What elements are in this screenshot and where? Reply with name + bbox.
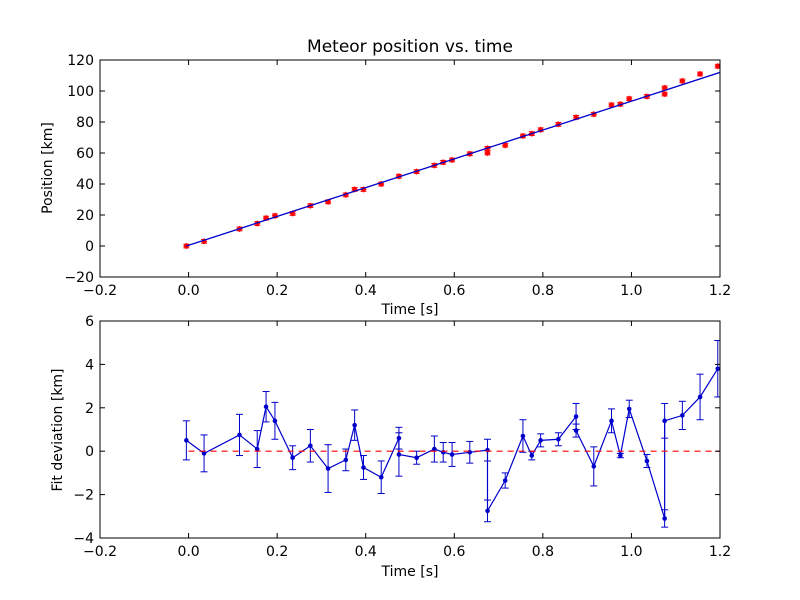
deviation-data-point	[272, 418, 278, 424]
deviation-data-point	[343, 457, 349, 463]
deviation-chart: −0.2 0.0 0.2 0.4 0.6 0.8 1.0 1.2 −4 −2 0 2 4 6 Time […	[50, 314, 731, 580]
position-data-point	[661, 90, 668, 98]
deviation-ticks: −0.2 0.0 0.2 0.4 0.6 0.8 1.0 1.2 −4 −2 0 2 4 6	[73, 314, 731, 560]
position-y-tick-label: −20	[64, 270, 94, 286]
deviation-data-point	[520, 433, 526, 439]
deviation-data-point	[201, 451, 207, 456]
deviation-x-tick-label: 0.2	[266, 544, 288, 560]
position-x-tick-label: 0.4	[355, 283, 377, 299]
position-y-tick-label: 40	[76, 177, 94, 193]
deviation-data-layer	[182, 340, 720, 528]
deviation-data-point	[618, 453, 623, 458]
deviation-data-point	[361, 465, 366, 470]
position-x-tick-label: 0.8	[532, 283, 554, 299]
position-clipped-layer	[183, 62, 720, 250]
position-y-tick-label: 80	[76, 115, 94, 131]
position-ticks: −0.2 0.0 0.2 0.4 0.6 0.8 1.0 1.2 −20 0 20 40 60 80 100…	[64, 53, 731, 299]
position-x-tick-label: 1.0	[620, 283, 642, 299]
deviation-data-point	[502, 478, 508, 483]
deviation-data-point	[680, 413, 685, 418]
deviation-data-point	[290, 455, 295, 461]
deviation-data-point	[573, 414, 579, 419]
deviation-data-point	[184, 438, 189, 443]
position-data-point	[502, 142, 509, 149]
deviation-data-point	[449, 452, 455, 457]
position-x-tick-label: 0.2	[266, 283, 288, 299]
deviation-x-tick-label: 0.0	[177, 544, 199, 560]
deviation-y-tick-label: −2	[73, 488, 94, 504]
position-data-point	[679, 77, 686, 85]
deviation-x-tick-label: −0.2	[83, 544, 117, 560]
deviation-data-point	[432, 446, 437, 452]
deviation-data-point	[662, 516, 667, 521]
position-data-point	[484, 149, 491, 157]
deviation-y-tick-label: 4	[85, 357, 94, 373]
deviation-clipped-layer	[182, 340, 720, 528]
position-x-tick-label: 1.2	[709, 283, 731, 299]
position-plot-frame	[99, 59, 721, 278]
deviation-x-tick-label: 1.0	[620, 544, 642, 560]
deviation-data-point	[591, 464, 597, 469]
deviation-x-axis-label: Time [s]	[381, 564, 439, 580]
deviation-data-point	[644, 458, 650, 464]
deviation-data-point	[715, 366, 720, 372]
deviation-y-axis-label: Fit deviation [km]	[50, 368, 66, 491]
deviation-data-point	[609, 418, 614, 424]
deviation-data-point	[396, 452, 402, 457]
deviation-data-point	[378, 474, 384, 480]
position-y-tick-label: 60	[76, 146, 94, 162]
deviation-data-point	[254, 446, 260, 452]
fit-line	[186, 71, 720, 247]
position-chart-title: Meteor position vs. time	[307, 37, 513, 57]
position-x-tick-label: 0.6	[443, 283, 465, 299]
deviation-data-point	[626, 406, 632, 412]
deviation-data-point	[662, 418, 667, 424]
deviation-data-point	[485, 508, 490, 514]
position-y-tick-label: 120	[67, 53, 94, 69]
deviation-data-point	[538, 438, 543, 443]
deviation-data-point	[263, 404, 269, 410]
position-data-point	[714, 62, 720, 70]
position-x-axis-label: Time [s]	[381, 302, 439, 318]
deviation-x-tick-label: 1.2	[709, 544, 731, 560]
deviation-plot-frame	[99, 320, 721, 539]
deviation-data-point	[308, 443, 313, 449]
position-data-point	[696, 70, 704, 78]
deviation-y-tick-label: 0	[85, 444, 94, 460]
deviation-data-point	[529, 453, 535, 458]
deviation-data-point	[237, 432, 242, 438]
deviation-y-tick-label: 2	[85, 401, 94, 417]
position-y-tick-label: 100	[67, 84, 94, 100]
deviation-x-tick-label: 0.6	[443, 544, 465, 560]
deviation-data-point	[573, 428, 579, 433]
position-x-tick-label: −0.2	[83, 283, 117, 299]
deviation-data-point	[325, 466, 331, 471]
position-y-axis-label: Position [km]	[40, 122, 56, 214]
position-data-point	[626, 95, 633, 102]
position-y-tick-label: 0	[85, 239, 94, 255]
position-y-tick-label: 20	[76, 208, 94, 224]
deviation-y-tick-label: 6	[85, 314, 94, 330]
deviation-x-tick-label: 0.4	[355, 544, 377, 560]
deviation-plot-area	[100, 321, 720, 538]
position-x-tick-label: 0.0	[177, 283, 199, 299]
deviation-data-point	[352, 422, 357, 428]
position-data-layer	[183, 62, 720, 250]
deviation-y-tick-label: −4	[73, 531, 94, 547]
deviation-data-point	[556, 436, 561, 442]
deviation-data-point	[414, 455, 419, 461]
position-chart: Meteor position vs. time −0.2 0.0 0.2 0.4 0.…	[40, 37, 731, 318]
deviation-data-point	[697, 394, 703, 400]
deviation-x-tick-label: 0.8	[532, 544, 554, 560]
